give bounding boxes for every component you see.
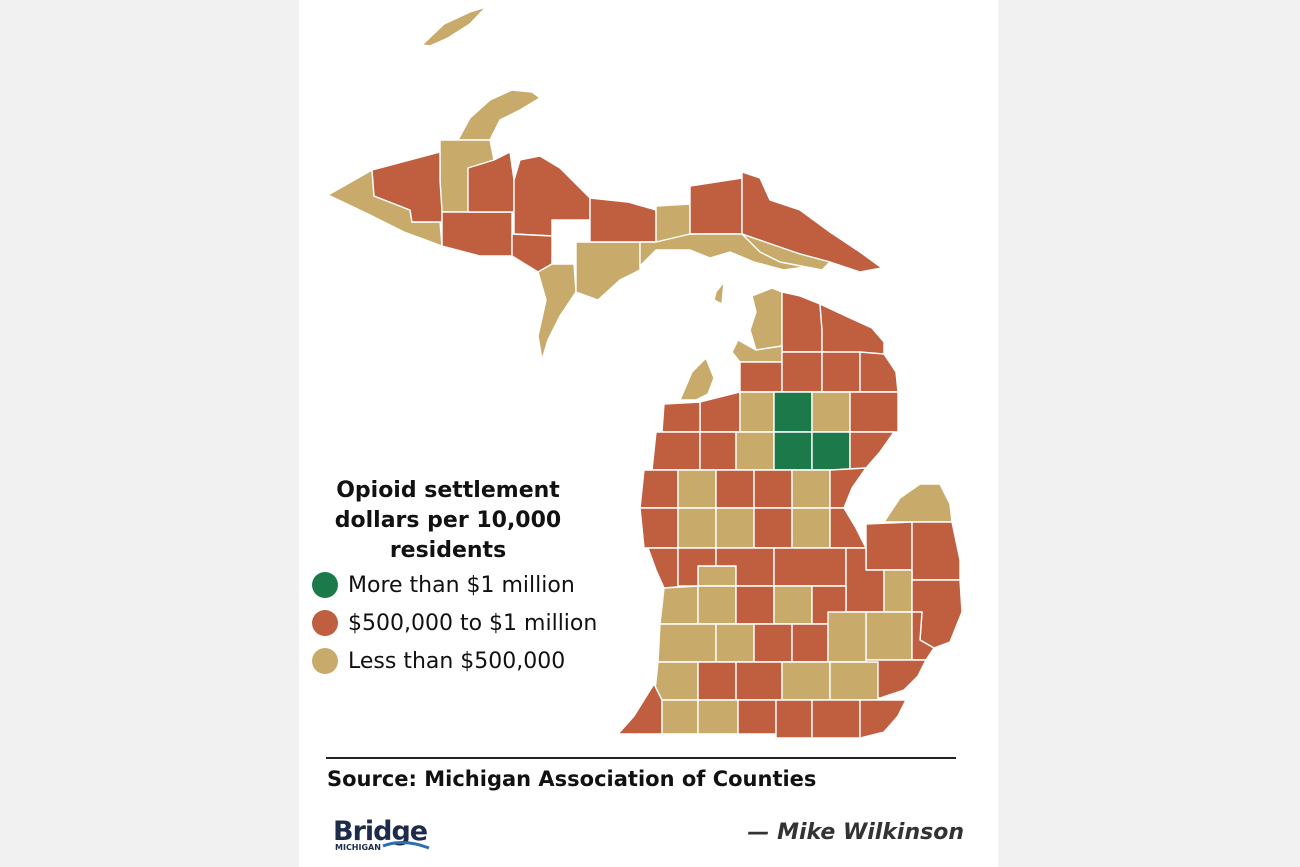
county-lenawee xyxy=(811,699,861,739)
county-newaygo xyxy=(677,507,717,549)
county-midland xyxy=(791,507,831,549)
county-van-buren xyxy=(653,661,699,701)
footer-divider xyxy=(326,757,956,759)
legend-label-mid: $500,000 to $1 million xyxy=(348,610,598,636)
county-mecosta xyxy=(715,507,755,549)
county-marquette xyxy=(513,155,591,237)
county-antrim xyxy=(739,361,783,393)
county-eaton xyxy=(753,623,793,663)
county-tuscola xyxy=(865,521,913,571)
legend-item-high: More than $1 million xyxy=(312,566,622,604)
county-calhoun xyxy=(735,661,783,701)
legend-label-high: More than $1 million xyxy=(348,572,575,598)
county-ogemaw xyxy=(811,431,851,471)
county-isabella xyxy=(753,507,793,549)
county-kalkaska xyxy=(739,391,775,433)
county-genesee xyxy=(883,569,913,613)
county-keweenaw xyxy=(457,89,541,141)
county-benzie xyxy=(661,401,701,433)
county-osceola xyxy=(715,469,755,509)
county-beaver-island xyxy=(713,281,725,305)
county-alger xyxy=(589,197,657,243)
county-dickinson xyxy=(511,233,553,273)
legend-title-line: Opioid settlement xyxy=(336,478,560,503)
county-bay xyxy=(829,507,867,549)
county-delta xyxy=(575,241,641,301)
legend-title-line: dollars per 10,000 xyxy=(334,508,562,533)
county-kalamazoo xyxy=(697,661,737,701)
county-oakland xyxy=(865,611,913,661)
county-clare xyxy=(753,469,793,509)
county-monroe xyxy=(859,699,907,739)
legend-label-low: Less than $500,000 xyxy=(348,648,566,674)
legend-swatch-mid xyxy=(312,610,338,636)
legend-item-mid: $500,000 to $1 million xyxy=(312,604,622,642)
county-hillsdale xyxy=(775,699,813,739)
county-emmet xyxy=(749,287,783,351)
logo-swoosh-icon xyxy=(382,841,430,850)
county-isle-royale xyxy=(421,6,487,47)
county-ionia xyxy=(735,585,775,625)
county-branch xyxy=(737,699,777,735)
county-cass xyxy=(661,699,699,735)
county-oceana xyxy=(639,507,679,549)
county-menominee xyxy=(537,263,577,361)
author-byline: — Mike Wilkinson xyxy=(747,820,964,845)
county-leelanau xyxy=(679,357,715,401)
county-arenac xyxy=(829,467,867,509)
county-montcalm xyxy=(697,565,737,587)
county-ottawa xyxy=(659,585,699,625)
county-missaukee xyxy=(735,431,775,471)
county-manistee xyxy=(651,431,701,471)
county-washtenaw xyxy=(829,661,879,701)
county-sanilac xyxy=(911,521,961,581)
county-crawford xyxy=(773,391,813,433)
county-barry xyxy=(715,623,755,663)
logo-subtitle: MICHIGAN xyxy=(335,843,381,852)
county-ingham xyxy=(791,623,829,663)
legend-item-low: Less than $500,000 xyxy=(312,642,622,680)
county-presque-isle xyxy=(819,303,885,355)
source-credit: Source: Michigan Association of Counties xyxy=(327,767,817,791)
bridge-michigan-logo[interactable]: Bridge MICHIGAN xyxy=(333,816,433,854)
legend-swatch-high xyxy=(312,572,338,598)
county-huron xyxy=(883,483,953,523)
county-st-joseph xyxy=(697,699,739,735)
county-jackson xyxy=(781,661,831,701)
county-iosco xyxy=(849,431,895,471)
county-montmorency xyxy=(821,351,861,393)
county-lake xyxy=(677,469,717,509)
legend-title-line: residents xyxy=(389,538,507,563)
county-cheboygan xyxy=(781,291,823,353)
county-oscoda xyxy=(811,391,851,433)
county-mackinac-east xyxy=(741,233,831,271)
legend-swatch-low xyxy=(312,648,338,674)
county-grand-traverse xyxy=(699,391,741,433)
county-luce xyxy=(689,177,743,235)
county-otsego xyxy=(781,351,823,393)
county-wexford xyxy=(699,431,737,471)
map-legend: Opioid settlement dollars per 10,000 res… xyxy=(312,476,622,680)
county-saginaw xyxy=(773,547,847,587)
county-berrien xyxy=(617,683,663,735)
county-gladwin xyxy=(791,469,831,509)
county-clinton xyxy=(773,585,813,625)
county-livingston xyxy=(827,611,867,663)
legend-title: Opioid settlement dollars per 10,000 res… xyxy=(312,476,584,566)
county-alpena xyxy=(859,351,899,393)
county-iron xyxy=(441,211,513,257)
county-alcona xyxy=(849,391,899,433)
county-kent xyxy=(697,585,737,625)
county-roscommon xyxy=(773,431,813,471)
county-mason xyxy=(639,469,679,509)
county-allegan xyxy=(657,623,717,663)
